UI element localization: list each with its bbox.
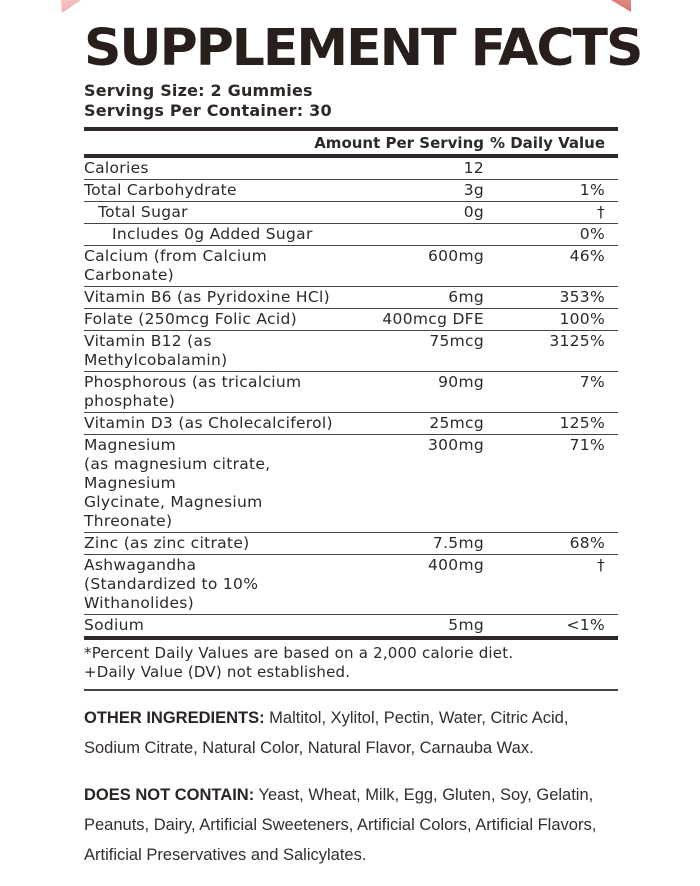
footnote-block: *Percent Daily Values are based on a 2,0…: [84, 636, 618, 689]
nutrient-name: Total Sugar: [98, 203, 188, 221]
nutrient-amount: 25mcg: [429, 414, 484, 432]
table-row: Total Sugar 0g †: [84, 202, 618, 224]
nutrient-daily-value: 46%: [569, 247, 605, 265]
nutrient-amount: 300mg: [427, 436, 484, 454]
nutrient-amount: 7.5mg: [432, 534, 484, 552]
nutrient-name: Total Carbohydrate: [84, 181, 237, 199]
nutrient-name: Includes 0g Added Sugar: [112, 225, 313, 243]
nutrient-amount: 400mg: [427, 556, 484, 574]
table-row: Vitamin B12 (as Methylcobalamin) 75mcg 312…: [84, 331, 618, 372]
nutrient-name: Vitamin B12 (as Methylcobalamin): [84, 332, 228, 369]
serving-info: Serving Size: 2 Gummies Servings Per Con…: [84, 81, 618, 121]
nutrient-amount: 0g: [463, 203, 484, 221]
nutrient-daily-value: 68%: [569, 534, 605, 552]
nutrient-rows: Calories 12 Total Carbohydrate 3g 1% Total Su…: [84, 158, 618, 636]
servings-per-container-text: Servings Per Container: 30: [84, 101, 332, 120]
nutrient-daily-value: 0%: [579, 225, 605, 243]
table-row: Includes 0g Added Sugar 0%: [84, 224, 618, 246]
nutrient-amount: 6mg: [448, 288, 484, 306]
nutrient-daily-value: <1%: [566, 616, 605, 634]
nutrient-daily-value: 3125%: [549, 332, 605, 350]
table-row: Vitamin B6 (as Pyridoxine HCl) 6mg 353%: [84, 287, 618, 309]
nutrient-amount: 90mg: [438, 373, 484, 391]
amount-per-serving-header: Amount Per Serving: [314, 134, 484, 152]
nutrient-daily-value: †: [596, 556, 605, 574]
nutrient-daily-value: 71%: [569, 436, 605, 454]
footnote-percent-dv: *Percent Daily Values are based on a 2,0…: [84, 644, 514, 662]
table-row: Folate (250mcg Folic Acid) 400mcg DFE 100%: [84, 309, 618, 331]
nutrient-amount: 5mg: [448, 616, 484, 634]
serving-size-text: Serving Size: 2 Gummies: [84, 81, 313, 100]
table-row: Vitamin D3 (as Cholecalciferol) 25mcg 125%: [84, 413, 618, 435]
table-row: Zinc (as zinc citrate) 7.5mg 68%: [84, 533, 618, 555]
nutrient-daily-value: 1%: [579, 181, 605, 199]
divider-thin-bottom: [84, 689, 618, 691]
nutrient-name: Calories: [84, 159, 149, 177]
does-not-contain-label: DOES NOT CONTAIN:: [84, 785, 255, 804]
nutrient-daily-value: 353%: [559, 288, 605, 306]
nutrient-name: Vitamin D3 (as Cholecalciferol): [84, 414, 333, 432]
nutrient-amount: 3g: [463, 181, 484, 199]
table-row: Calcium (from Calcium Carbonate) 600mg 46%: [84, 246, 618, 287]
nutrient-daily-value: 125%: [559, 414, 605, 432]
nutrient-name: Calcium (from Calcium Carbonate): [84, 247, 268, 284]
table-header-row: Amount Per Serving % Daily Value: [84, 131, 618, 158]
pink-corner-triangle-left: [61, 0, 81, 13]
nutrient-daily-value: 100%: [559, 310, 605, 328]
nutrient-amount: 400mcg DFE: [382, 310, 484, 328]
nutrient-daily-value: †: [596, 203, 605, 221]
nutrient-name: Folate (250mcg Folic Acid): [84, 310, 297, 328]
table-row: Sodium 5mg <1%: [84, 615, 618, 636]
divider-thick-top: [84, 127, 618, 131]
other-ingredients-label: OTHER INGREDIENTS:: [84, 709, 265, 727]
does-not-contain-paragraph: DOES NOT CONTAIN: Yeast, Wheat, Milk, Eg…: [84, 780, 618, 870]
nutrient-name: Phosphorous (as tricalcium phosphate): [84, 373, 302, 410]
nutrient-name: Ashwagandha (Standardized to 10% Withanol…: [84, 556, 259, 612]
nutrient-amount: 600mg: [427, 247, 484, 265]
nutrient-daily-value: 7%: [579, 373, 605, 391]
nutrient-amount: 12: [463, 159, 484, 177]
nutrient-name: Zinc (as zinc citrate): [84, 534, 250, 552]
table-row: Magnesium (as magnesium citrate, Magnesiu…: [84, 435, 618, 533]
nutrient-name: Vitamin B6 (as Pyridoxine HCl): [84, 288, 330, 306]
daily-value-header: % Daily Value: [489, 134, 605, 152]
supplement-facts-label: SUPPLEMENT FACTS Serving Size: 2 Gummies…: [84, 23, 643, 886]
nutrient-name: Magnesium (as magnesium citrate, Magnesiu…: [84, 436, 271, 530]
page-title: SUPPLEMENT FACTS: [84, 19, 643, 78]
nutrient-name: Sodium: [84, 616, 145, 634]
table-row: Phosphorous (as tricalcium phosphate) 90m…: [84, 372, 618, 413]
table-row: Calories 12: [84, 158, 618, 180]
other-ingredients-paragraph: OTHER INGREDIENTS: Maltitol, Xylitol, Pe…: [84, 703, 618, 763]
nutrient-amount: 75mcg: [429, 332, 484, 350]
footnote-dv-not-established: +Daily Value (DV) not established.: [84, 663, 351, 681]
table-row: Ashwagandha (Standardized to 10% Withanol…: [84, 555, 618, 615]
table-row: Total Carbohydrate 3g 1%: [84, 180, 618, 202]
pink-corner-triangle-right: [611, 0, 631, 12]
